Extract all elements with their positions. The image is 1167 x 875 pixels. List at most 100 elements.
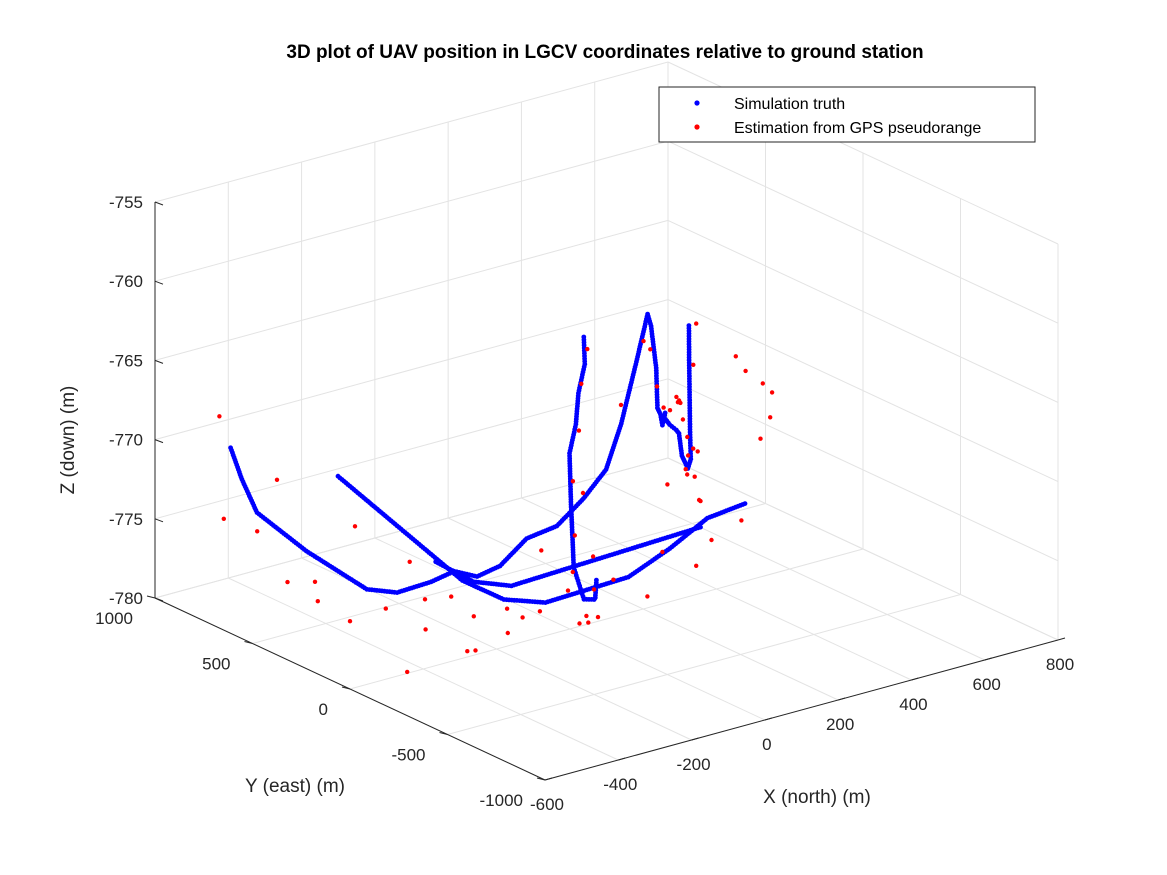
gps-point — [576, 428, 582, 433]
z-tick — [154, 439, 164, 444]
grid-line — [154, 219, 669, 361]
z-tick-label: -755 — [109, 193, 143, 212]
gps-point — [570, 479, 576, 484]
gps-point — [769, 390, 775, 395]
gps-point — [570, 569, 575, 575]
tick-labels: -600 -400 -200 0 200 400 600 800 -1000 -500 0 500 10… — [95, 193, 1074, 814]
legend: Simulation truth Estimation from GPS pse… — [658, 86, 1036, 143]
gps-point — [274, 477, 280, 482]
gps-point — [660, 549, 665, 555]
z-tick — [154, 518, 164, 523]
gps-point — [572, 533, 577, 538]
x-tick — [911, 677, 919, 681]
gps-point — [577, 621, 582, 626]
x-tick-label: 200 — [826, 715, 854, 734]
gps-point — [315, 599, 320, 604]
gps-point — [537, 609, 543, 614]
legend-label-gps-estimate: Estimation from GPS pseudorange — [734, 120, 981, 137]
gps-point — [691, 362, 696, 367]
gps-point — [694, 563, 699, 568]
gps-point — [585, 346, 590, 352]
grid-line — [447, 594, 961, 735]
gps-point — [645, 594, 650, 599]
grid-line — [667, 378, 1059, 562]
chart-title: 3D plot of UAV position in LGCV coordina… — [286, 42, 923, 63]
x-tick — [984, 657, 992, 661]
grid-line — [252, 503, 766, 644]
z-tick — [154, 280, 164, 285]
y-tick — [146, 595, 156, 599]
gps-point — [505, 630, 510, 636]
grid-line — [154, 378, 669, 520]
gps-point — [221, 516, 226, 521]
grid-line — [667, 219, 1059, 403]
gps-point — [758, 436, 763, 441]
truth-point — [742, 501, 748, 506]
x-tick — [618, 757, 626, 761]
gps-point — [665, 482, 670, 487]
gps-point — [743, 368, 748, 374]
y-tick-label: 500 — [202, 655, 230, 674]
x-tick — [764, 717, 772, 721]
truth-point — [581, 334, 587, 340]
z-tick-label: -780 — [109, 589, 143, 608]
gps-point — [611, 577, 616, 582]
gps-point — [768, 415, 773, 420]
gps-point — [217, 414, 222, 419]
gps-point — [565, 588, 571, 593]
y-tick-label: -1000 — [480, 791, 523, 810]
gps-point — [465, 649, 470, 654]
gps-point — [661, 405, 666, 410]
x-axis-label: X (north) (m) — [763, 787, 871, 808]
z-tick-label: -765 — [109, 351, 143, 370]
gps-point — [678, 400, 683, 406]
gps-point — [691, 446, 696, 451]
gps-point — [422, 597, 428, 602]
x-tick-label: -400 — [603, 775, 637, 794]
y-tick-label: 0 — [319, 700, 328, 719]
legend-label-simulation-truth: Simulation truth — [734, 96, 845, 113]
y-tick-label: -500 — [391, 746, 425, 765]
gps-point — [473, 648, 478, 653]
gps-point — [504, 606, 510, 611]
legend-marker-simulation-truth — [694, 100, 700, 106]
gps-point — [648, 347, 653, 352]
gps-point — [584, 613, 589, 619]
gps-point — [641, 338, 646, 344]
y-tick — [536, 777, 546, 781]
gps-point — [383, 606, 388, 611]
grid-line — [154, 61, 669, 203]
gps-point — [696, 497, 702, 503]
x-axis-line — [544, 639, 1059, 781]
axes-box — [154, 202, 1059, 781]
legend-marker-gps-estimate — [694, 124, 700, 130]
z-tick — [154, 201, 164, 206]
gps-point — [695, 449, 700, 454]
x-tick-label: 0 — [762, 735, 771, 754]
x-tick — [544, 777, 553, 781]
gps-point — [739, 518, 744, 523]
x-tick-label: -600 — [530, 795, 564, 814]
gps-point — [520, 615, 525, 620]
x-tick — [691, 737, 699, 741]
x-tick-label: 600 — [973, 675, 1001, 694]
z-tick — [154, 597, 164, 602]
gps-point — [347, 619, 353, 624]
y-tick — [439, 732, 448, 735]
grid-line — [667, 299, 1059, 483]
grid-line — [154, 299, 669, 441]
x-tick-label: 800 — [1046, 655, 1074, 674]
gps-point — [760, 381, 765, 386]
gps-point — [579, 381, 584, 386]
gps-point — [405, 669, 410, 675]
y-axis-label: Y (east) (m) — [245, 776, 345, 797]
gps-point — [654, 384, 660, 389]
z-tick-label: -760 — [109, 272, 143, 291]
gps-point — [407, 559, 412, 564]
z-axis-label: Z (down) (m) — [58, 386, 79, 495]
legend-box — [658, 86, 1036, 143]
gps-point — [618, 402, 624, 408]
grid — [154, 61, 1059, 781]
